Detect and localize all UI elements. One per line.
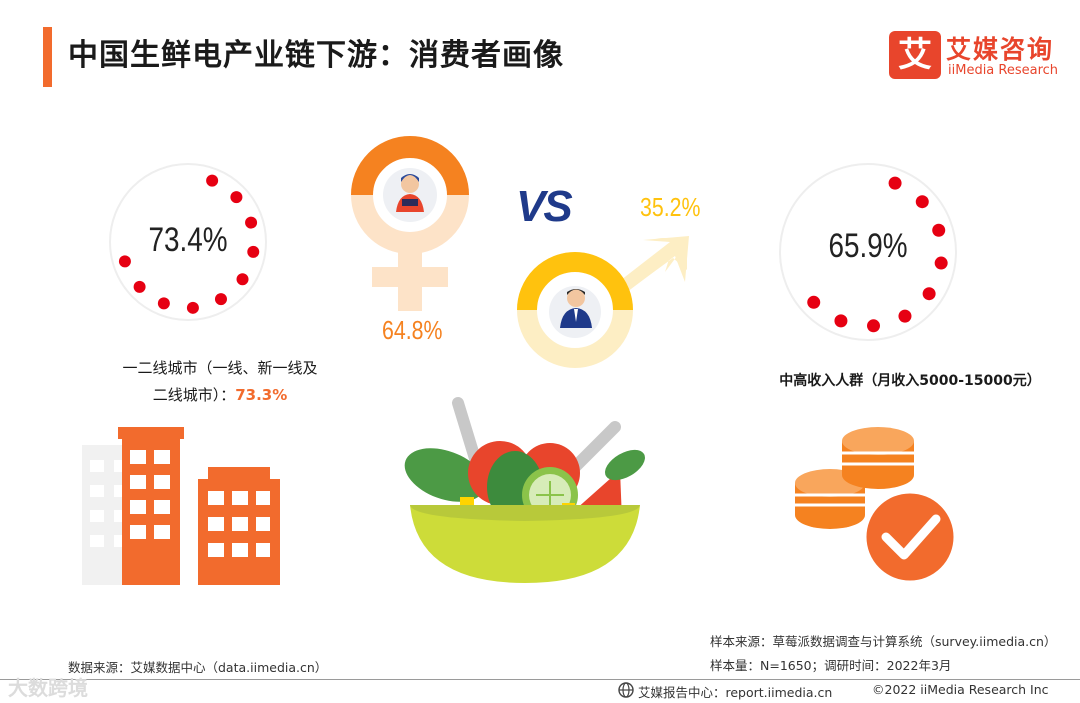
income-dot — [932, 223, 946, 237]
female-symbol-icon — [351, 136, 469, 311]
city-dot — [230, 191, 243, 204]
city-dot — [214, 293, 227, 306]
footer-divider — [0, 679, 1080, 680]
income-dot — [867, 319, 881, 333]
city-caption-line1: 一二线城市（一线、新一线及 — [122, 359, 318, 377]
income-dot — [934, 256, 948, 270]
city-dot — [236, 273, 249, 286]
report-center-link[interactable]: 艾媒报告中心：report.iimedia.cn — [638, 685, 833, 700]
logo-name: 艾媒咨询 — [946, 35, 1055, 64]
city-caption-line2: 二线城市）： — [152, 386, 236, 404]
sample-source: 样本来源：草莓派数据调查与计算系统（survey.iimedia.cn） — [710, 634, 1057, 649]
logo-english-name: iiMedia Research — [948, 63, 1059, 78]
man-avatar-icon — [560, 289, 592, 328]
city-dot-ring — [109, 163, 267, 321]
income-dot — [915, 195, 929, 209]
income-dot-ring — [779, 163, 957, 341]
watermark: 大数跨境 — [8, 676, 88, 700]
income-dot — [834, 314, 848, 328]
income-dot — [888, 176, 902, 190]
city-dot — [245, 216, 258, 229]
female-percent: 64.8% — [382, 315, 443, 345]
city-caption: 一二线城市（一线、新一线及 二线城市）：73.3% — [100, 355, 340, 409]
income-dot — [898, 309, 912, 323]
buildings-icon — [82, 427, 280, 585]
city-dot — [133, 280, 146, 293]
city-caption-value: 73.3% — [235, 386, 288, 404]
title-accent-bar — [43, 27, 52, 87]
page-title: 中国生鲜电产业链下游：消费者画像 — [68, 38, 564, 73]
male-symbol-icon — [517, 236, 689, 368]
logo-mark: 艾 — [889, 31, 941, 79]
data-source: 数据来源：艾媒数据中心（data.iimedia.cn） — [68, 660, 328, 675]
income-percent: 65.9% — [828, 227, 908, 265]
income-dot — [807, 295, 821, 309]
city-dot — [206, 174, 219, 187]
city-dot — [186, 301, 199, 314]
copyright: ©2022 iiMedia Research Inc — [872, 682, 1049, 697]
city-dot — [157, 297, 170, 310]
city-dot — [118, 255, 131, 268]
vs-label: VS — [516, 182, 573, 231]
woman-avatar-icon — [396, 174, 424, 212]
globe-icon — [618, 682, 634, 698]
income-caption: 中高收入人群（月收入5000-15000元） — [779, 373, 1041, 389]
city-dot — [247, 245, 260, 258]
city-percent: 73.4% — [148, 221, 228, 259]
coins-check-icon — [795, 427, 957, 584]
salad-bowl-icon — [404, 397, 645, 583]
male-percent: 35.2% — [640, 192, 701, 222]
income-dot — [922, 287, 936, 301]
sample-size: 样本量：N=1650；调研时间：2022年3月 — [710, 658, 952, 673]
